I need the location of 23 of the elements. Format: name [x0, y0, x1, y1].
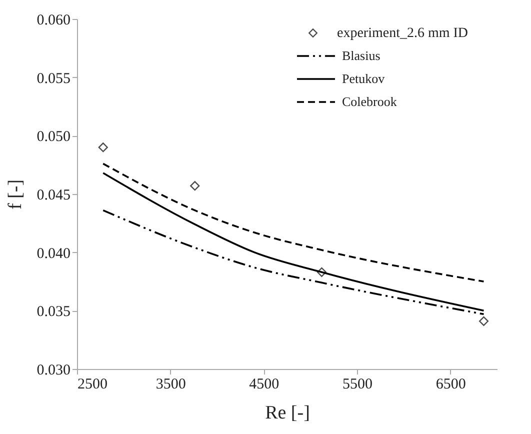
- y-axis-title: f [-]: [4, 179, 26, 210]
- point: [190, 181, 200, 191]
- y-tick-label: 0.050: [36, 129, 70, 146]
- y-tick-label: 0.055: [36, 70, 70, 87]
- x-tick-label: 6500: [436, 376, 466, 392]
- point: [98, 142, 108, 152]
- line-series: [102, 162, 485, 282]
- legend-label: experiment_2.6 mm ID: [337, 26, 468, 41]
- y-tick-label: 0.030: [36, 362, 70, 378]
- point: [478, 316, 489, 326]
- y-tick-label: 0.035: [36, 304, 70, 320]
- x-tick-label: 5500: [342, 376, 372, 392]
- line-series: [102, 172, 485, 312]
- x-axis-title: Re [-]: [265, 402, 310, 424]
- legend-label: Petukov: [342, 71, 386, 86]
- x-tick-label: 2500: [78, 376, 108, 392]
- y-tick-label: 0.045: [36, 188, 70, 204]
- legend-label: Blasius: [342, 48, 380, 63]
- x-tick-label: 3500: [156, 376, 186, 392]
- x-tick-label: 4500: [249, 376, 280, 392]
- y-tick-label: 0.060: [36, 12, 70, 28]
- y-tick-label: 0.040: [36, 246, 70, 262]
- legend-label: Colebrook: [342, 94, 398, 109]
